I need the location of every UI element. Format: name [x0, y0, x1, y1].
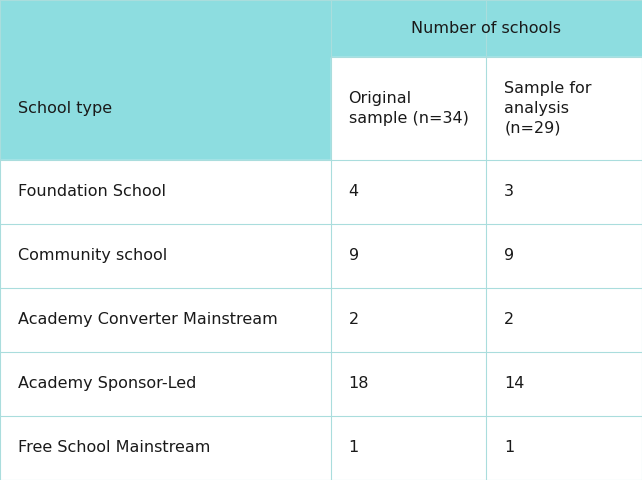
Text: Original
sample (n=34): Original sample (n=34) — [349, 91, 469, 126]
Text: School type: School type — [18, 101, 112, 116]
Text: 1: 1 — [349, 441, 359, 456]
Text: Community school: Community school — [18, 248, 167, 264]
Text: Academy Converter Mainstream: Academy Converter Mainstream — [18, 312, 278, 327]
Text: 3: 3 — [505, 184, 514, 199]
Text: 4: 4 — [349, 184, 359, 199]
Text: 18: 18 — [349, 376, 369, 392]
Text: 14: 14 — [505, 376, 525, 392]
Text: 2: 2 — [505, 312, 514, 327]
Text: 2: 2 — [349, 312, 359, 327]
Text: Free School Mainstream: Free School Mainstream — [18, 441, 211, 456]
Text: 9: 9 — [349, 248, 359, 264]
Text: Academy Sponsor-Led: Academy Sponsor-Led — [18, 376, 196, 392]
Bar — [0, 224, 642, 288]
Text: Foundation School: Foundation School — [18, 184, 166, 199]
Text: Number of schools: Number of schools — [412, 21, 561, 36]
Text: Sample for
analysis
(n=29): Sample for analysis (n=29) — [505, 81, 592, 135]
Bar — [0, 352, 642, 416]
Bar — [331, 57, 642, 160]
Text: 1: 1 — [505, 441, 514, 456]
Bar — [0, 160, 642, 224]
Bar — [0, 416, 642, 480]
Text: 9: 9 — [505, 248, 514, 264]
Bar — [0, 0, 642, 160]
Bar — [0, 288, 642, 352]
